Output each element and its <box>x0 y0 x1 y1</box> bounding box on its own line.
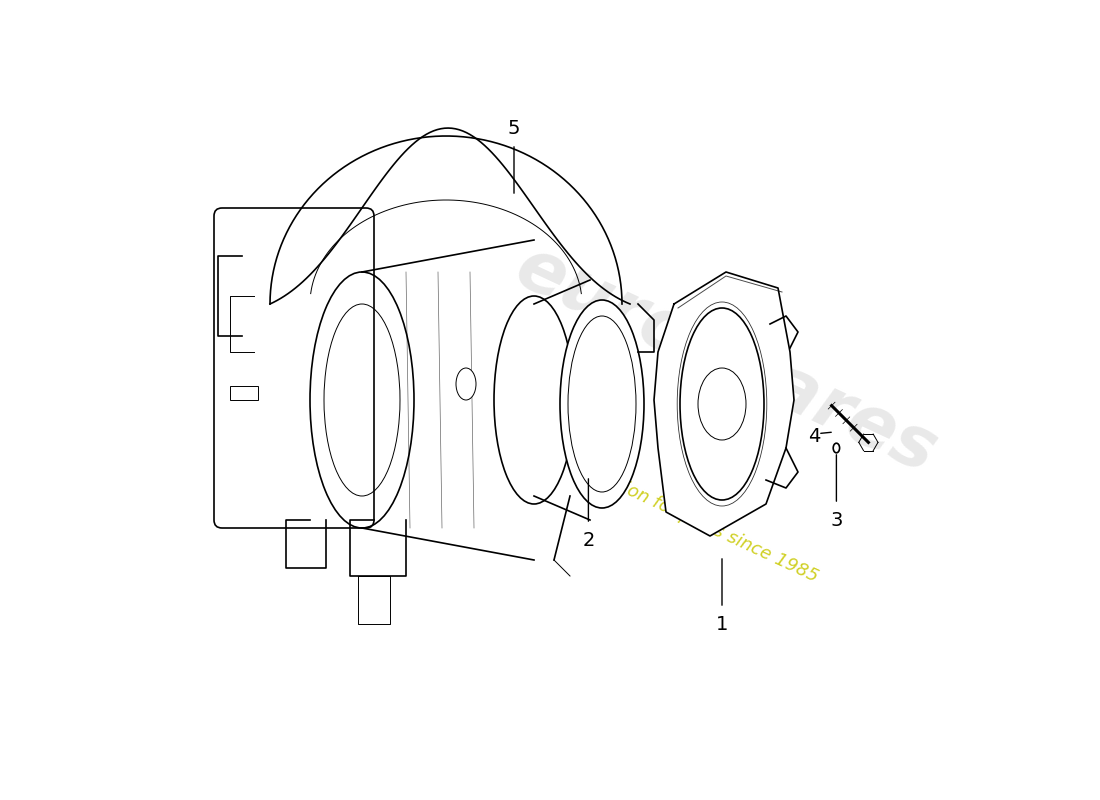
Text: 1: 1 <box>716 614 728 634</box>
Ellipse shape <box>698 368 746 440</box>
Text: 2: 2 <box>582 530 595 550</box>
Text: 5: 5 <box>508 118 520 138</box>
Text: eurospares: eurospares <box>505 232 947 488</box>
Polygon shape <box>654 272 794 536</box>
Ellipse shape <box>560 300 643 508</box>
Text: a passion for parts since 1985: a passion for parts since 1985 <box>566 454 821 586</box>
Ellipse shape <box>494 296 574 504</box>
Text: 3: 3 <box>830 510 843 530</box>
Ellipse shape <box>456 368 476 400</box>
Text: 4: 4 <box>807 426 821 446</box>
Ellipse shape <box>833 443 839 453</box>
Bar <box>230 386 258 400</box>
